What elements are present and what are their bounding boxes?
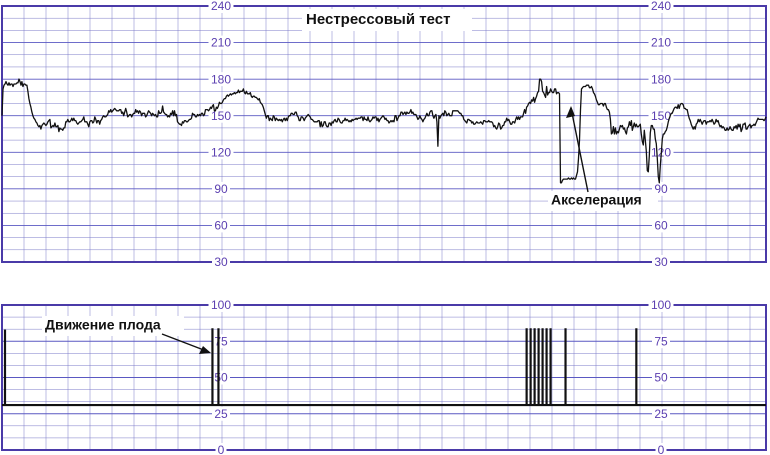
fhr-title-bg bbox=[302, 9, 472, 31]
y-tick-label: 210 bbox=[651, 36, 671, 50]
y-tick-label: 25 bbox=[654, 407, 668, 421]
y-tick-bg bbox=[212, 334, 230, 349]
y-tick-bg bbox=[208, 0, 234, 13]
y-tick-bg bbox=[208, 108, 234, 123]
fhr-trace bbox=[1, 78, 767, 184]
y-tick-label: 150 bbox=[211, 109, 231, 123]
y-tick-label: 75 bbox=[214, 334, 228, 348]
fetal-movement-label-bg bbox=[42, 316, 184, 336]
toco-panel: 0 0 25 25 50 50 75 75 100 100 Движение плода bbox=[1, 298, 767, 455]
y-tick-label: 30 bbox=[214, 255, 228, 269]
acceleration-label-bg bbox=[548, 191, 658, 211]
fhr-border bbox=[1, 5, 767, 263]
y-tick-bg bbox=[212, 181, 230, 196]
y-tick-bg bbox=[212, 406, 230, 421]
fhr-title: Нестрессовый тест bbox=[306, 11, 450, 28]
y-tick-label: 30 bbox=[654, 255, 668, 269]
y-tick-label: 50 bbox=[214, 371, 228, 385]
y-tick-bg bbox=[208, 145, 234, 160]
y-tick-label: 240 bbox=[211, 0, 231, 13]
y-tick-label: 90 bbox=[214, 182, 228, 196]
y-tick-label: 240 bbox=[651, 0, 671, 13]
y-tick-label: 0 bbox=[658, 443, 665, 455]
y-tick-bg bbox=[208, 35, 234, 50]
toco-y-ticks: 0 0 25 25 50 50 75 75 100 100 bbox=[208, 298, 674, 455]
acceleration-label: Акселерация bbox=[551, 192, 642, 208]
y-tick-label: 60 bbox=[214, 219, 228, 233]
y-tick-label: 75 bbox=[654, 334, 668, 348]
y-tick-label: 150 bbox=[651, 109, 671, 123]
y-tick-bg bbox=[652, 255, 670, 269]
fetal-movement-arrowhead bbox=[199, 346, 211, 354]
fetal-movement-spikes bbox=[3, 328, 638, 406]
y-tick-label: 120 bbox=[211, 145, 231, 159]
y-tick-label: 0 bbox=[218, 443, 225, 455]
y-tick-bg bbox=[648, 35, 674, 50]
y-tick-bg bbox=[648, 72, 674, 87]
y-tick-bg bbox=[655, 443, 667, 455]
y-tick-bg bbox=[652, 406, 670, 421]
toco-border bbox=[1, 304, 767, 451]
y-tick-bg bbox=[208, 298, 234, 312]
y-tick-bg bbox=[212, 370, 230, 385]
acceleration-arrowhead bbox=[566, 106, 575, 118]
y-tick-bg bbox=[215, 443, 227, 455]
y-tick-label: 100 bbox=[651, 298, 671, 312]
y-tick-label: 180 bbox=[211, 72, 231, 86]
y-tick-label: 100 bbox=[211, 298, 231, 312]
y-tick-bg bbox=[212, 255, 230, 269]
y-tick-label: 210 bbox=[211, 36, 231, 50]
fetal-movement-label: Движение плода bbox=[45, 317, 161, 333]
y-tick-bg bbox=[648, 108, 674, 123]
y-tick-bg bbox=[652, 218, 670, 233]
acceleration-arrow bbox=[570, 107, 589, 193]
toco-grid bbox=[2, 305, 766, 450]
y-tick-label: 25 bbox=[214, 407, 228, 421]
y-tick-label: 180 bbox=[651, 72, 671, 86]
y-tick-bg bbox=[652, 370, 670, 385]
y-tick-bg bbox=[212, 218, 230, 233]
y-tick-bg bbox=[648, 0, 674, 13]
fetal-movement-arrow bbox=[161, 333, 210, 353]
y-tick-bg bbox=[652, 334, 670, 349]
y-tick-label: 60 bbox=[654, 219, 668, 233]
y-tick-bg bbox=[208, 72, 234, 87]
y-tick-label: 50 bbox=[654, 371, 668, 385]
y-tick-bg bbox=[648, 298, 674, 312]
